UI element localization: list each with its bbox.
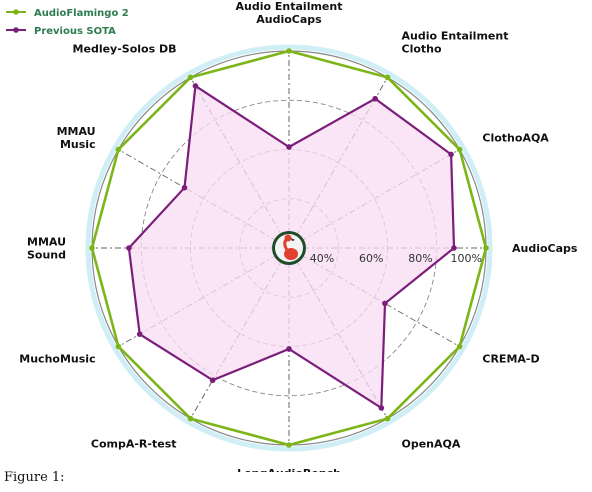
data-point [286, 442, 292, 448]
data-point [89, 245, 95, 251]
axis-label: MMAU [57, 125, 96, 138]
legend-marker [13, 27, 19, 33]
flamingo-beak [291, 238, 295, 241]
data-point [192, 83, 199, 89]
axis-label: OpenAQA [402, 437, 461, 450]
data-point [126, 245, 132, 251]
outer-ring [85, 44, 493, 452]
data-point [456, 343, 463, 350]
data-point [136, 331, 143, 337]
flamingo-body [284, 248, 298, 260]
data-point [286, 144, 292, 150]
flamingo-logo [272, 231, 306, 265]
data-point [382, 300, 388, 307]
axis-label: Audio Entailment [236, 0, 343, 13]
data-point [384, 415, 391, 422]
data-point [372, 95, 378, 102]
legend-label: Previous SOTA [34, 26, 116, 37]
data-point [286, 48, 292, 54]
data-point [115, 146, 122, 153]
data-point [187, 74, 194, 81]
data-point [456, 146, 463, 153]
ring-label: 40% [310, 252, 334, 265]
axis-label: LongAudioBench [237, 467, 341, 472]
axis-label: Medley-Solos DB [73, 43, 177, 56]
axis-label: AudioCaps [256, 13, 322, 26]
axis-label: ClothoAQA [482, 132, 549, 145]
legend-marker [13, 9, 19, 15]
data-point [483, 245, 489, 251]
axis-label: Music [60, 138, 96, 151]
data-point [187, 415, 194, 422]
axis-label: CompA-R-test [91, 437, 177, 450]
legend: AudioFlamingo 2 Previous SOTA [6, 8, 129, 37]
data-point [286, 346, 292, 352]
axis-label: Audio Entailment [402, 30, 509, 43]
data-point [384, 74, 391, 81]
axis-label: Sound [27, 249, 66, 262]
ring-label: 80% [408, 252, 432, 265]
data-point [209, 377, 216, 384]
ring-labels: 40% 60% 80% 100% [310, 252, 482, 265]
flamingo-head [284, 234, 292, 242]
ring-label: 60% [359, 252, 383, 265]
radar-chart: 40% 60% 80% 100% Audio EntailmentAudioCapsA… [6, 0, 578, 472]
axis-label: AudioCaps [512, 242, 578, 255]
axis-label: MMAU [27, 236, 66, 249]
data-point [448, 151, 454, 158]
legend-label: AudioFlamingo 2 [34, 8, 129, 19]
figure-caption: Figure 1: [4, 470, 65, 485]
axis-label: Clotho [402, 43, 442, 56]
axis-label: MuchoMusic [19, 353, 95, 366]
data-point [378, 405, 385, 411]
data-point [115, 343, 122, 350]
data-point [181, 184, 188, 191]
data-point [451, 245, 457, 251]
axis-label: CREMA-D [482, 353, 539, 366]
ring-label: 100% [451, 252, 482, 265]
